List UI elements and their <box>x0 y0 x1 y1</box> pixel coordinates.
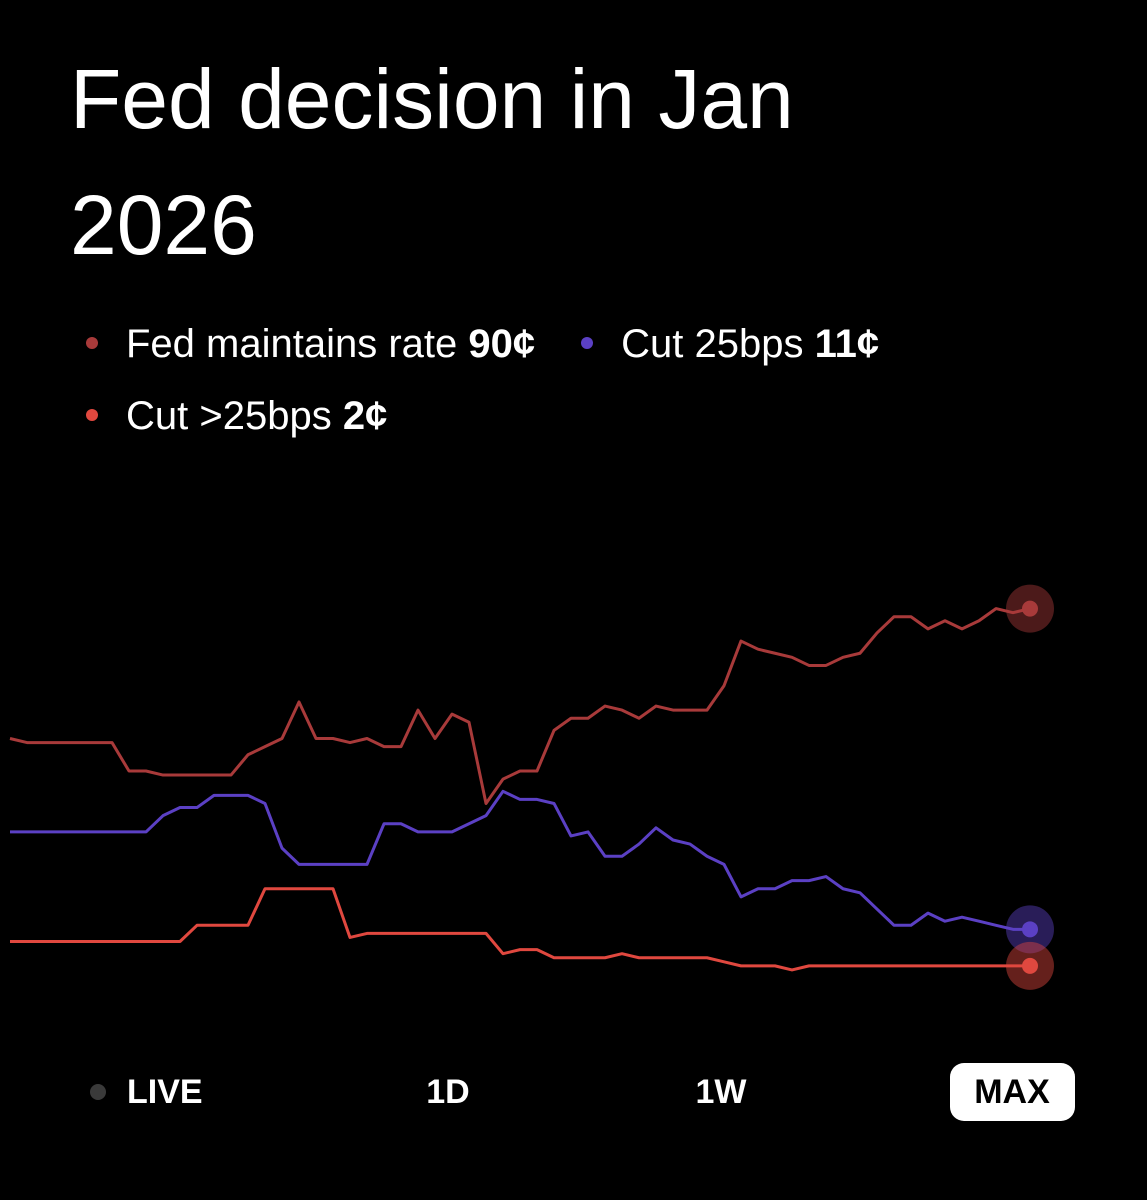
range-selected-bg <box>950 1063 1075 1121</box>
legend-dot <box>86 409 98 422</box>
legend-name: Cut >25bps <box>126 394 332 438</box>
live-dot <box>90 1084 106 1100</box>
range-button[interactable]: 1W <box>696 1073 748 1111</box>
legend-value: 90¢ <box>468 322 536 366</box>
legend-item: Cut 25bps 11¢ <box>575 308 879 380</box>
end-dot <box>1022 600 1038 617</box>
series-line <box>9 607 1031 805</box>
legend-name: Cut 25bps <box>621 322 804 366</box>
range-button[interactable]: LIVE <box>90 1073 203 1111</box>
range-label: LIVE <box>127 1073 203 1111</box>
legend-dot <box>581 337 594 350</box>
legend: Fed maintains rate 90¢ Cut 25bps 11¢ Cut >… <box>80 308 1080 452</box>
end-dot <box>1022 957 1038 974</box>
legend-item: Cut >25bps 2¢ <box>80 380 387 452</box>
legend-name: Fed maintains rate <box>126 322 458 366</box>
end-dot <box>1022 921 1038 938</box>
range-button[interactable]: MAX <box>950 1063 1075 1121</box>
range-button[interactable]: 1D <box>426 1073 469 1111</box>
legend-item: Fed maintains rate 90¢ <box>80 308 535 380</box>
range-label: 1D <box>426 1073 469 1111</box>
series-line <box>10 789 1030 931</box>
legend-value: 11¢ <box>814 322 880 366</box>
range-label: MAX <box>974 1073 1050 1111</box>
title: Fed decision in Jan 2026 <box>70 52 794 272</box>
legend-value: 2¢ <box>342 394 388 438</box>
legend-dot <box>86 337 98 350</box>
series-line <box>10 887 1030 972</box>
range-label: 1W <box>696 1073 748 1111</box>
